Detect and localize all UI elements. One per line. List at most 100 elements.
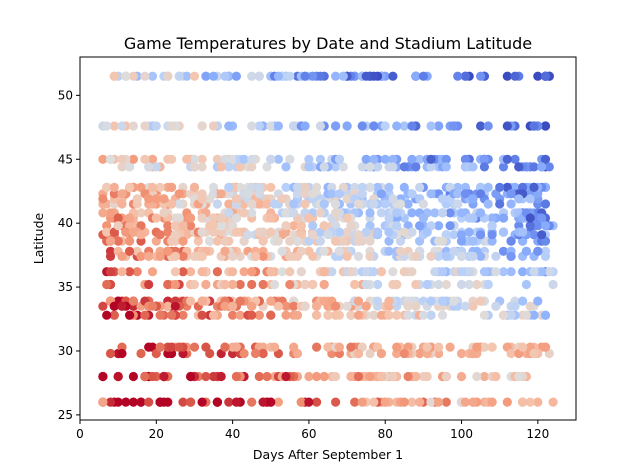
data-point	[529, 121, 539, 131]
data-point	[186, 267, 196, 277]
data-point	[270, 342, 280, 352]
data-point	[491, 301, 501, 311]
data-point	[140, 71, 150, 81]
data-point	[407, 189, 417, 199]
data-point	[392, 279, 402, 290]
data-point	[247, 279, 257, 290]
data-point	[285, 251, 295, 261]
data-point	[105, 154, 116, 164]
data-point	[136, 208, 146, 218]
data-point	[250, 348, 261, 359]
data-point	[117, 267, 127, 277]
data-point	[155, 251, 165, 261]
data-point	[449, 296, 459, 306]
data-point	[529, 230, 539, 240]
data-point	[254, 182, 264, 192]
y-tick-label: 40	[58, 216, 73, 230]
data-point	[533, 296, 543, 306]
data-point	[167, 182, 177, 192]
chart-title: Game Temperatures by Date and Stadium La…	[124, 34, 532, 53]
data-point	[296, 397, 306, 407]
data-point	[128, 71, 138, 81]
data-point	[487, 230, 497, 240]
data-point	[529, 310, 539, 320]
data-point	[426, 189, 436, 199]
data-point	[403, 301, 413, 311]
data-point	[487, 342, 497, 352]
data-point	[163, 221, 173, 231]
data-points	[98, 71, 558, 407]
data-point	[197, 227, 207, 237]
data-point	[312, 371, 322, 382]
data-point	[262, 162, 272, 172]
data-point	[506, 348, 516, 359]
data-point	[407, 267, 417, 277]
data-point	[281, 221, 291, 231]
data-point	[247, 310, 257, 320]
x-tick-label: 80	[378, 427, 393, 441]
data-point	[281, 310, 291, 320]
data-point	[163, 227, 173, 237]
data-point	[342, 194, 352, 204]
data-point	[353, 251, 364, 261]
data-point	[483, 199, 493, 209]
y-axis-label: Latitude	[31, 212, 46, 264]
data-point	[369, 199, 379, 209]
data-point	[208, 121, 219, 131]
data-point	[105, 348, 116, 359]
data-point	[376, 348, 386, 359]
data-point	[445, 342, 455, 352]
data-point	[292, 236, 303, 246]
data-point	[426, 162, 436, 172]
data-point	[98, 208, 108, 218]
data-point	[537, 230, 547, 240]
data-point	[273, 154, 283, 164]
data-point	[407, 121, 417, 131]
data-point	[456, 208, 467, 218]
data-point	[178, 251, 188, 261]
data-point	[430, 267, 440, 277]
data-point	[136, 348, 146, 359]
data-point	[281, 162, 291, 172]
data-point	[331, 208, 341, 218]
data-point	[167, 199, 177, 209]
data-point	[487, 221, 497, 231]
data-point	[498, 227, 509, 237]
data-point	[468, 236, 478, 246]
data-point	[361, 227, 371, 237]
data-point	[338, 71, 348, 81]
data-point	[117, 301, 127, 311]
data-point	[388, 154, 398, 164]
data-point	[411, 279, 421, 290]
data-point	[479, 162, 489, 172]
data-point	[147, 267, 158, 277]
data-point	[258, 342, 268, 352]
data-point	[506, 267, 516, 277]
data-point	[121, 71, 131, 81]
data-point	[105, 267, 116, 277]
data-point	[533, 246, 543, 256]
data-point	[147, 301, 158, 311]
data-point	[128, 296, 138, 306]
data-point	[338, 236, 348, 246]
data-point	[189, 251, 200, 261]
data-point	[441, 371, 451, 382]
data-point	[491, 267, 501, 277]
data-point	[407, 227, 417, 237]
data-point	[369, 397, 379, 407]
data-point	[281, 371, 291, 382]
data-point	[102, 221, 112, 231]
data-point	[163, 246, 173, 256]
data-point	[273, 301, 283, 311]
data-point	[510, 154, 520, 164]
data-point	[426, 154, 436, 164]
data-point	[159, 371, 169, 382]
data-point	[453, 71, 463, 81]
data-point	[456, 236, 467, 246]
data-point	[331, 121, 341, 131]
data-point	[189, 154, 200, 164]
data-point	[518, 267, 528, 277]
data-point	[384, 182, 394, 192]
data-point	[464, 279, 474, 290]
data-point	[437, 236, 448, 246]
